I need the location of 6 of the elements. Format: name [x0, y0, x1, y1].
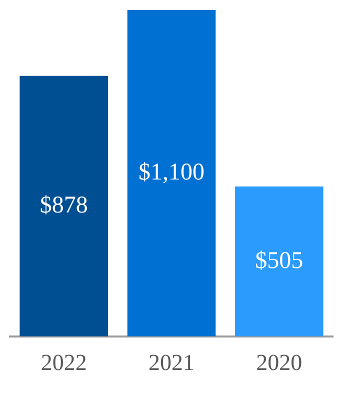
data-label: $1,100: [138, 159, 204, 186]
x-tick-label: 2022: [40, 350, 87, 376]
x-tick-label: 2021: [148, 350, 194, 376]
x-tick-label: 2020: [256, 350, 302, 376]
data-label: $505: [255, 248, 304, 274]
data-label: $878: [40, 192, 88, 218]
